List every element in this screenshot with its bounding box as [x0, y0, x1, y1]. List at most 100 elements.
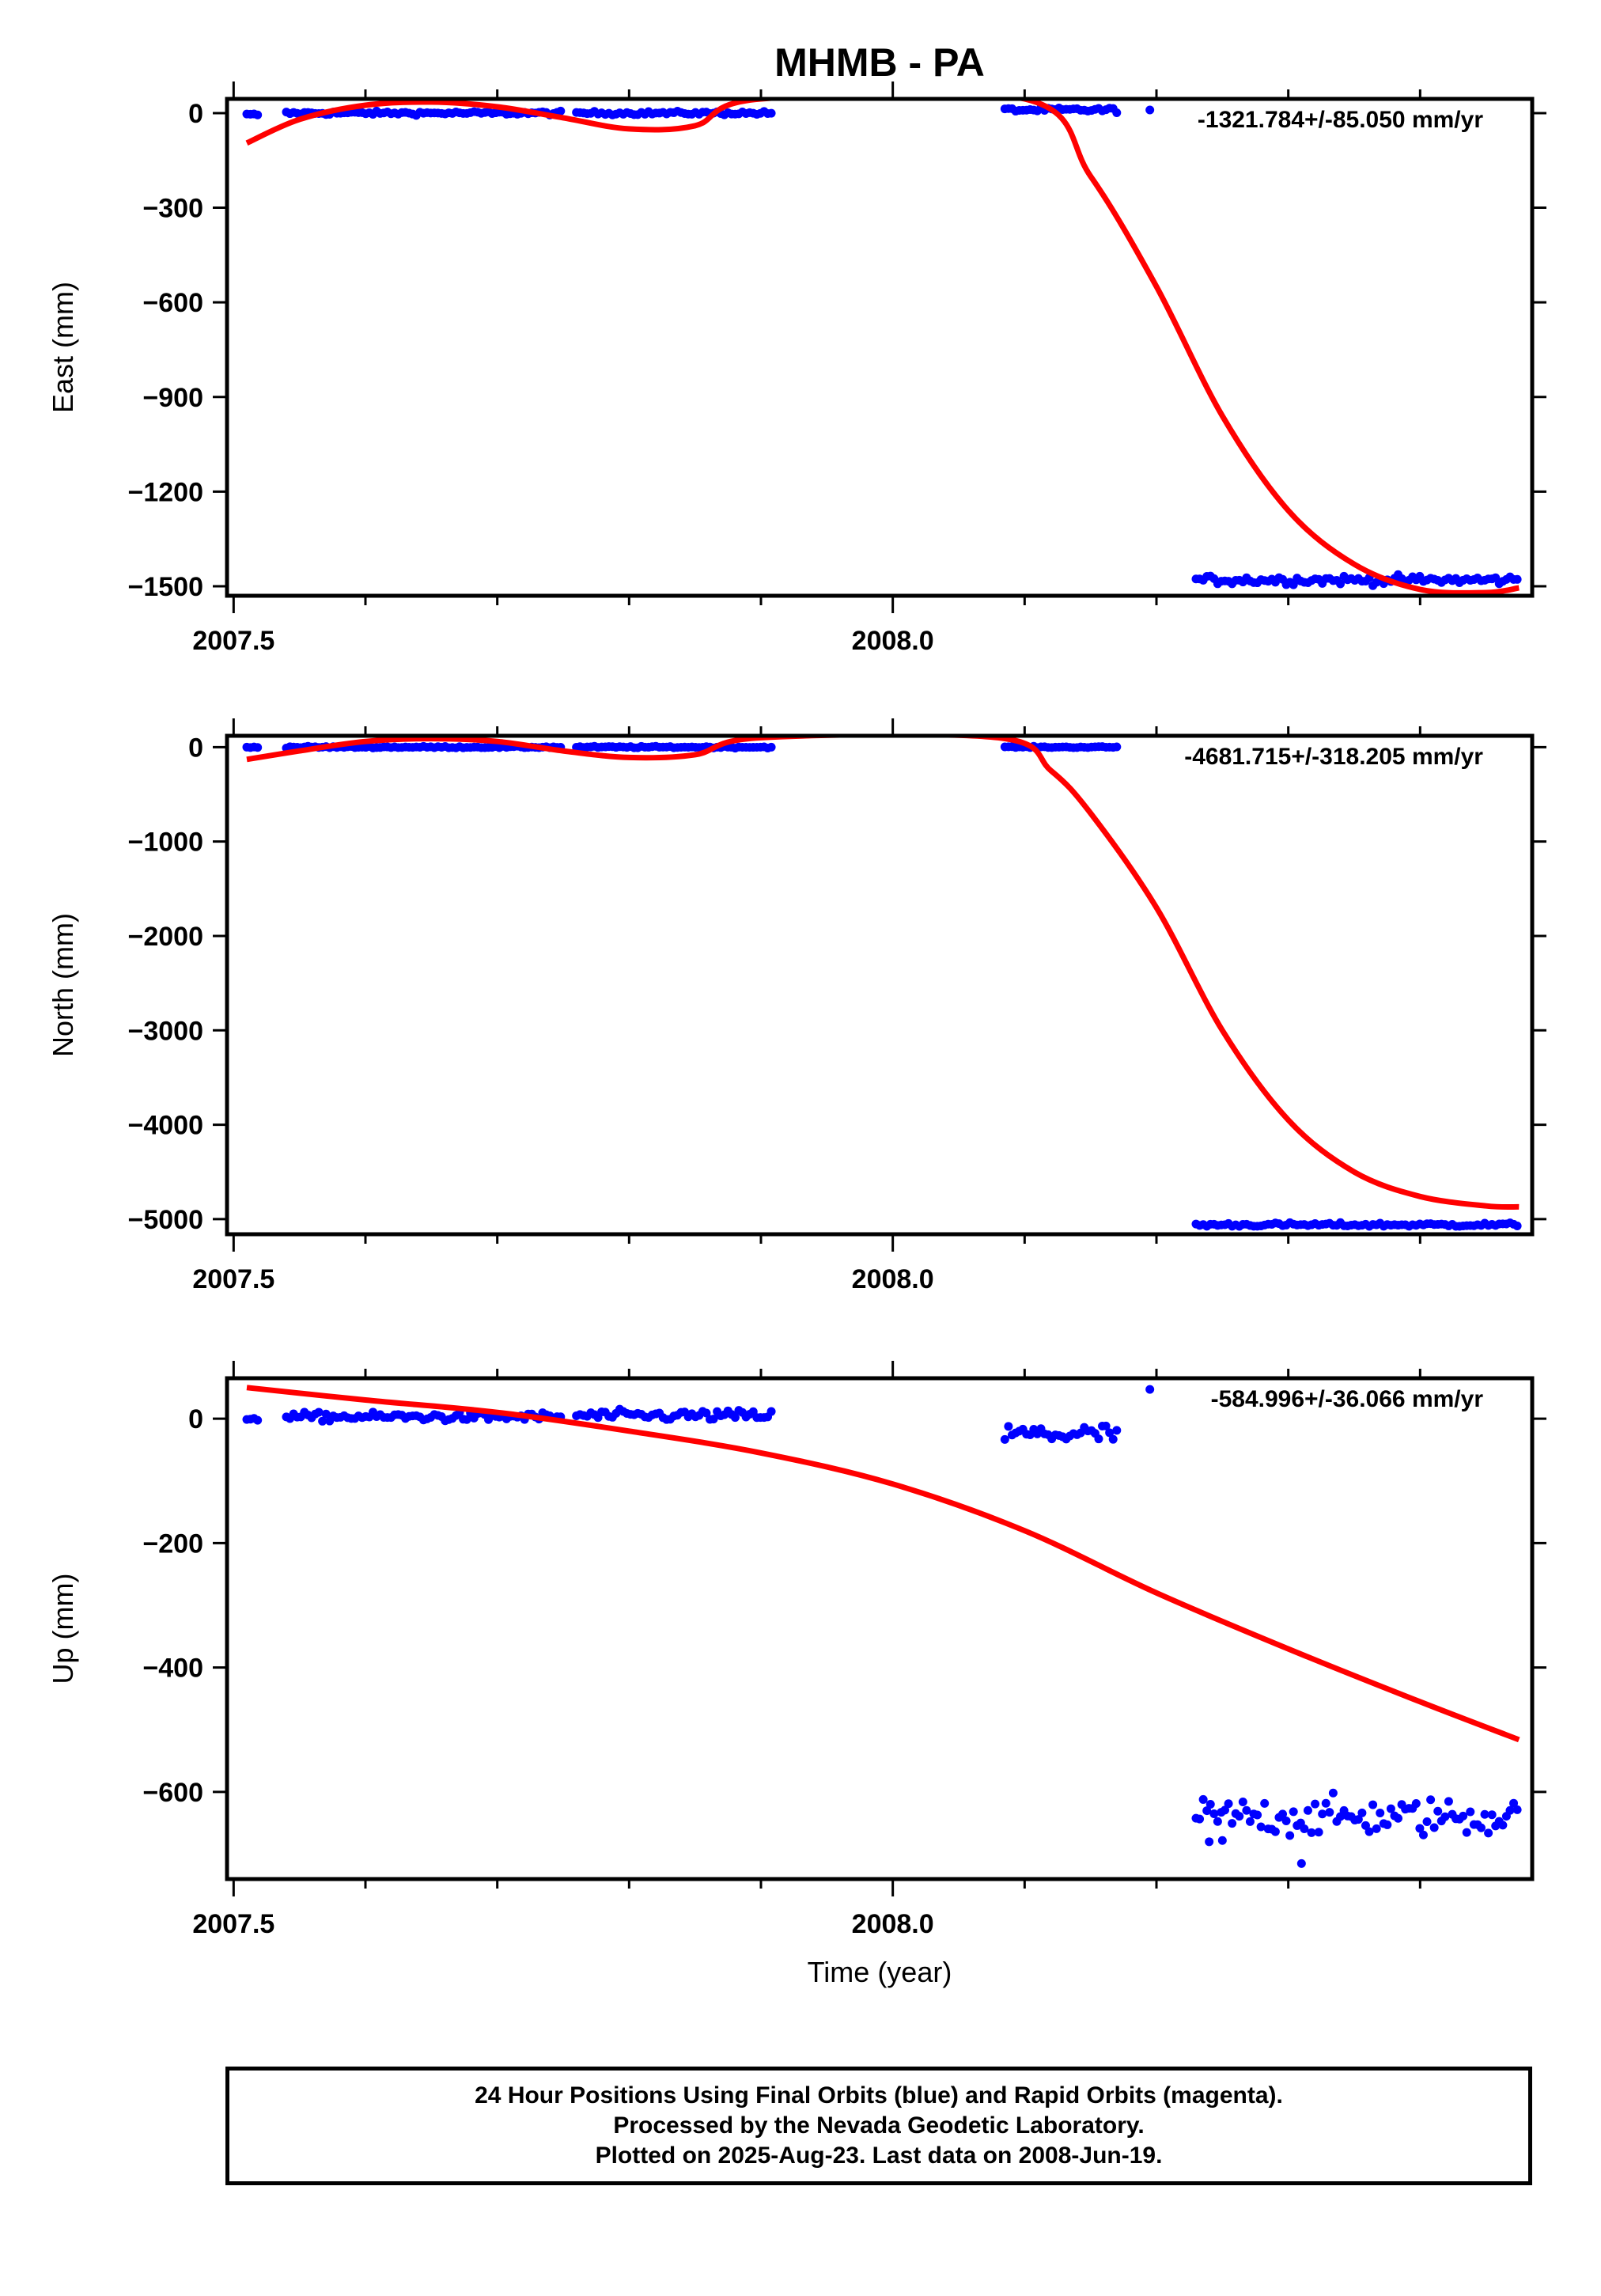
north-rate-label: -4681.715+/-318.205 mm/yr — [1184, 744, 1483, 770]
up-data-point — [462, 1415, 471, 1424]
up-data-point — [1307, 1828, 1316, 1837]
east-data-point — [253, 110, 263, 119]
east-ytick-label: −1200 — [128, 477, 204, 507]
up-xlabel: Time (year) — [808, 1956, 952, 1988]
up-plot-frame — [225, 1376, 1535, 1881]
up-data-point — [1094, 1434, 1103, 1444]
up-data-point — [1314, 1828, 1323, 1837]
east-points — [242, 103, 1522, 590]
north-ytick-label: −1000 — [128, 828, 204, 858]
up-data-point — [1462, 1828, 1471, 1837]
north-xtick-label: 2007.5 — [192, 1264, 274, 1294]
up-points — [242, 1385, 1522, 1868]
up-data-point — [1415, 1824, 1425, 1833]
up-data-point — [318, 1416, 327, 1426]
up-data-point — [1466, 1807, 1475, 1817]
east-data-point — [1289, 580, 1298, 589]
up-data-point — [1253, 1810, 1262, 1820]
up-data-point — [1318, 1809, 1327, 1819]
up-data-point — [1303, 1805, 1312, 1815]
up-xtick-label: 2008.0 — [852, 1909, 934, 1939]
north-points — [242, 741, 1522, 1231]
north-ytick-label: 0 — [188, 733, 203, 763]
up-data-point — [1353, 1815, 1363, 1824]
up-data-point — [1444, 1797, 1453, 1806]
up-data-point — [1281, 1817, 1291, 1826]
up-data-point — [1311, 1799, 1320, 1809]
up-data-point — [1383, 1820, 1392, 1829]
up-rate-label: -584.996+/-36.066 mm/yr — [1211, 1386, 1484, 1412]
up-ytick-label: −600 — [142, 1778, 203, 1808]
up-data-point — [1429, 1823, 1439, 1832]
up-data-point — [1209, 1809, 1219, 1818]
north-ytick-label: −2000 — [128, 922, 204, 952]
up-data-point — [1289, 1807, 1298, 1817]
up-data-point — [1372, 1824, 1381, 1833]
east-ytick-label: 0 — [188, 99, 203, 129]
up-data-point — [1509, 1798, 1519, 1808]
up-data-point — [1270, 1827, 1280, 1836]
east-ylabel: East (mm) — [47, 282, 79, 413]
footer-line-2: Processed by the Nevada Geodetic Laborat… — [613, 2112, 1145, 2139]
east-data-point — [1512, 574, 1522, 584]
up-data-point — [1217, 1836, 1227, 1845]
north-data-point — [253, 743, 263, 752]
up-data-point — [1433, 1806, 1443, 1816]
up-data-point — [1498, 1821, 1508, 1830]
up-data-point — [1228, 1819, 1237, 1828]
north-data-point — [766, 742, 776, 752]
up-data-point — [1357, 1808, 1367, 1817]
up-data-point — [1368, 1800, 1378, 1809]
up-data-point — [1213, 1817, 1222, 1826]
up-data-point — [1238, 1797, 1247, 1806]
up-data-point — [766, 1407, 776, 1416]
north-data-point — [1112, 742, 1122, 752]
up-data-point — [314, 1408, 324, 1417]
north-xtick-label: 2008.0 — [852, 1264, 934, 1294]
up-data-point — [1300, 1824, 1309, 1833]
up-data-point — [1256, 1822, 1266, 1832]
up-data-point — [1221, 1805, 1230, 1815]
footer-line-3: Plotted on 2025-Aug-23. Last data on 200… — [595, 2143, 1163, 2169]
up-data-point — [1285, 1831, 1295, 1840]
up-ytick-label: −400 — [142, 1654, 203, 1684]
up-data-point — [1260, 1798, 1270, 1808]
up-model-fit-line — [246, 1385, 1520, 1743]
up-data-point — [1376, 1809, 1385, 1818]
footer-line-1: 24 Hour Positions Using Final Orbits (bl… — [475, 2082, 1283, 2108]
up-data-point — [1418, 1830, 1428, 1839]
up-data-point — [1145, 1385, 1155, 1394]
up-data-point — [1325, 1808, 1334, 1817]
up-data-point — [1321, 1798, 1330, 1808]
up-data-point — [730, 1413, 740, 1423]
north-ytick-label: −3000 — [128, 1016, 204, 1046]
east-ytick-label: −1500 — [128, 572, 204, 602]
east-xtick-label: 2007.5 — [192, 626, 274, 656]
up-data-point — [1198, 1794, 1208, 1804]
north-model-fit-line — [246, 736, 1520, 1211]
up-data-point — [1004, 1422, 1013, 1431]
up-data-point — [1205, 1837, 1214, 1847]
up-data-point — [1459, 1811, 1468, 1821]
north-ytick-label: −4000 — [128, 1111, 204, 1141]
footer-box: 24 Hour Positions Using Final Orbits (bl… — [225, 2067, 1532, 2185]
up-data-point — [1426, 1795, 1436, 1805]
up-data-point — [1386, 1804, 1395, 1813]
up-data-point — [1487, 1810, 1497, 1820]
up-data-point — [1101, 1421, 1111, 1430]
up-data-point — [1112, 1426, 1122, 1435]
east-ytick-label: −900 — [142, 383, 203, 413]
east-data-point — [1112, 108, 1122, 117]
up-data-point — [1505, 1805, 1515, 1815]
east-xtick-label: 2008.0 — [852, 626, 934, 656]
east-ytick-label: −300 — [142, 194, 203, 224]
up-data-point — [321, 1409, 331, 1419]
up-data-point — [1224, 1799, 1233, 1809]
up-data-point — [1278, 1809, 1288, 1819]
up-ylabel: Up (mm) — [47, 1574, 79, 1684]
east-plot-frame — [225, 97, 1535, 598]
up-data-point — [709, 1415, 718, 1424]
east-model-fit-line — [245, 99, 1520, 596]
east-ytick-label: −600 — [142, 288, 203, 318]
